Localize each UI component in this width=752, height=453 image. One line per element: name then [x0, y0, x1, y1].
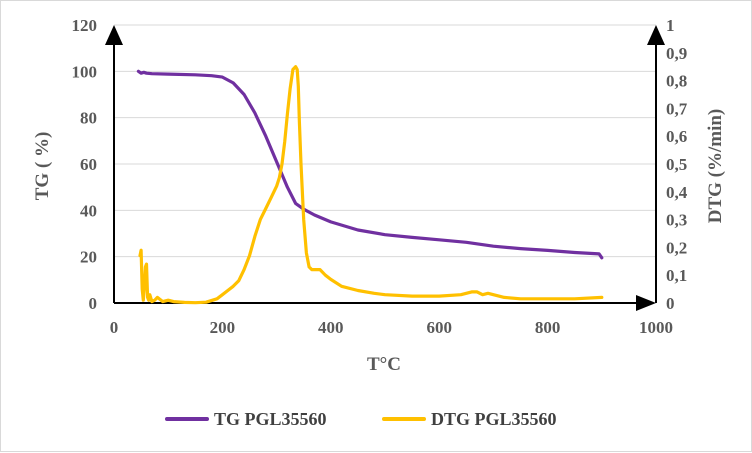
axes: [105, 25, 665, 311]
y-right-tick-label: 0,5: [666, 155, 687, 174]
y-right-tick-label: 0,3: [666, 211, 687, 230]
y-left-tick-label: 120: [72, 16, 98, 35]
y-left-axis-title: TG ( %): [32, 132, 53, 201]
y-right-axis-arrow: [647, 25, 665, 45]
y-left-tick-label: 60: [80, 155, 97, 174]
x-tick-label: 600: [426, 318, 452, 337]
x-tick-label: 800: [535, 318, 561, 337]
y-left-tick-label: 100: [72, 62, 98, 81]
y-right-tick-label: 0,6: [666, 127, 687, 146]
y-left-tick-label: 80: [80, 109, 97, 128]
y-right-axis-title: DTG (%/min): [705, 109, 726, 224]
y-left-tick-label: 40: [80, 201, 97, 220]
x-axis-title: T°C: [367, 354, 401, 375]
y-right-tick-label: 0,1: [666, 266, 687, 285]
x-tick-label: 1000: [639, 318, 673, 337]
y-right-tick-label: 0,8: [666, 72, 687, 91]
y-right-tick-label: 0,7: [666, 99, 688, 118]
y-right-tick-label: 0: [666, 294, 675, 313]
y-left-tick-label: 20: [80, 248, 97, 267]
y-right-tick-label: 1: [666, 16, 675, 35]
legend-label-tg: TG PGL35560: [214, 409, 327, 429]
gridlines: [114, 24, 656, 258]
x-tick-label: 400: [318, 318, 344, 337]
series-lines: [136, 65, 604, 305]
legend-label-dtg: DTG PGL35560: [431, 409, 557, 429]
x-tick-label: 0: [110, 318, 119, 337]
series-line-tg: [136, 69, 604, 260]
x-axis-arrow: [636, 295, 656, 311]
y-left-axis-arrow: [105, 25, 123, 45]
y-right-tick-label: 0,4: [666, 183, 688, 202]
series-line-dtg: [138, 65, 604, 305]
y-right-tick-label: 0,2: [666, 238, 687, 257]
y-left-tick-label: 0: [89, 294, 98, 313]
y-right-tick-label: 0,9: [666, 44, 687, 63]
tick-labels: 02040608010012000,10,20,30,40,50,60,70,8…: [72, 16, 688, 337]
legend: TG PGL35560 DTG PGL35560: [165, 409, 557, 429]
x-tick-label: 200: [210, 318, 236, 337]
